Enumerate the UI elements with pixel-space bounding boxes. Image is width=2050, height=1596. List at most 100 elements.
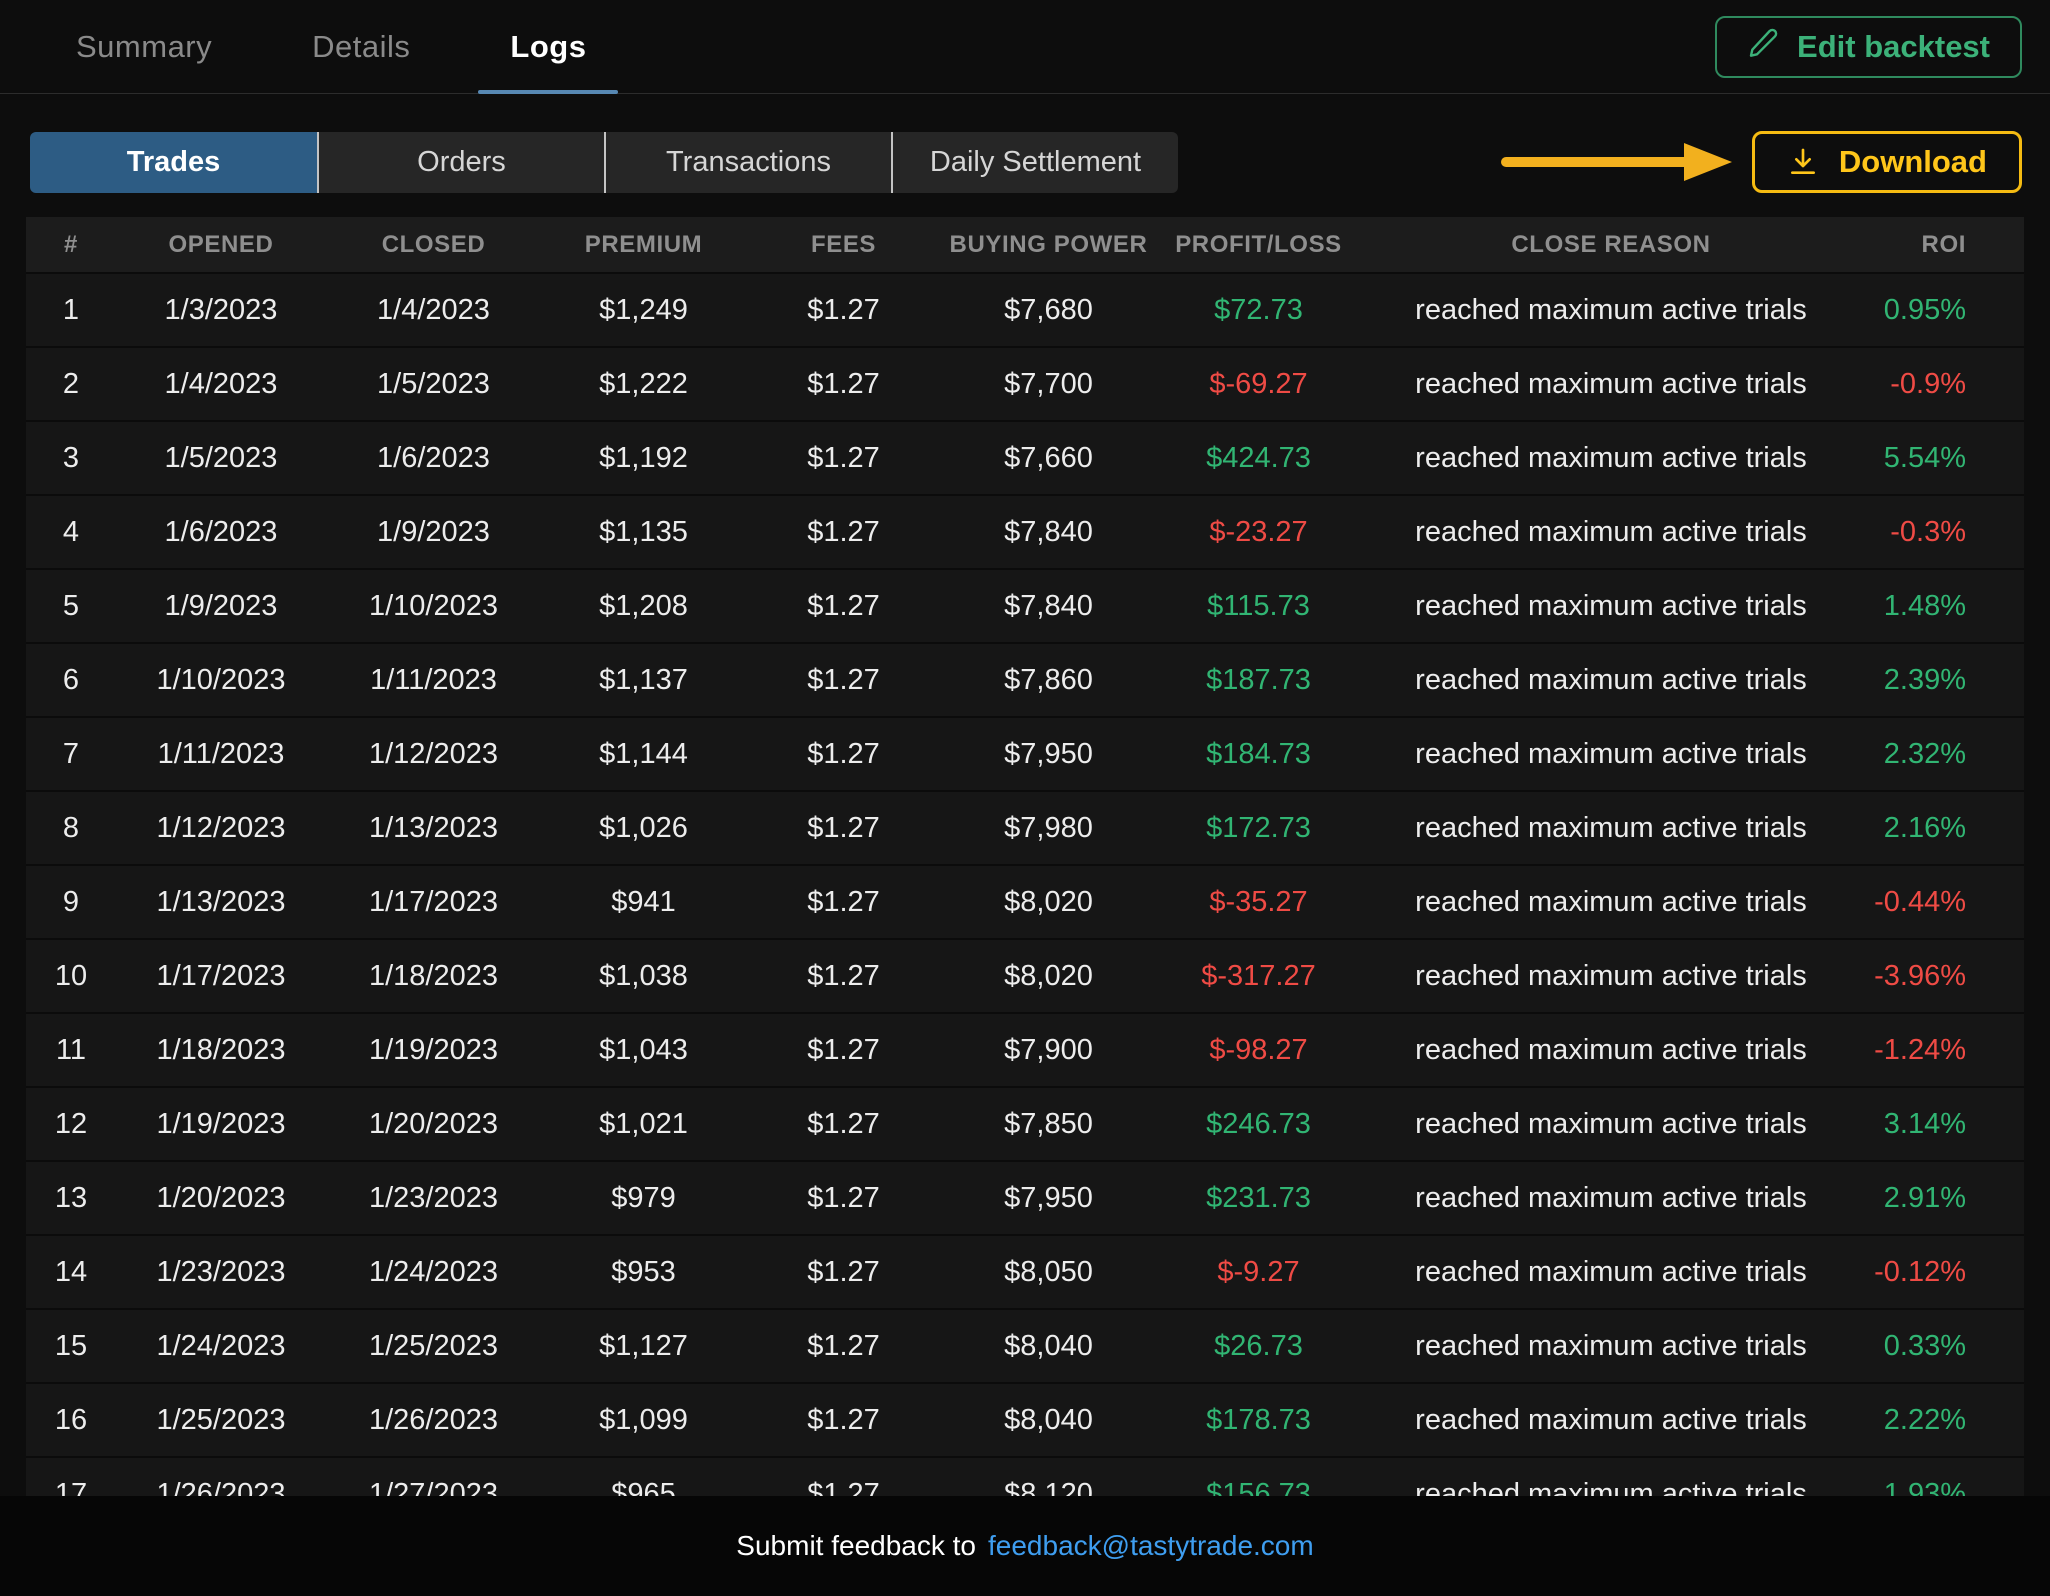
cell-profit-loss: $187.73 <box>1156 642 1361 717</box>
cell-close-reason: reached maximum active trials <box>1361 1234 1861 1309</box>
cell-buying-power: $7,680 <box>941 272 1156 347</box>
cell-premium: $1,208 <box>541 568 746 643</box>
cell-closed: 1/10/2023 <box>326 568 541 643</box>
cell-opened: 1/25/2023 <box>116 1382 326 1457</box>
cell-premium: $1,144 <box>541 716 746 791</box>
cell-roi: 2.32% <box>1861 716 2024 791</box>
tab-details[interactable]: Details <box>312 28 411 64</box>
cell-premium: $1,099 <box>541 1382 746 1457</box>
table-row: 7 1/11/2023 1/12/2023 $1,144 $1.27 $7,95… <box>26 716 2024 791</box>
cell-buying-power: $7,840 <box>941 568 1156 643</box>
edit-backtest-button[interactable]: Edit backtest <box>1715 15 2022 78</box>
cell-fees: $1.27 <box>746 642 941 717</box>
cell-opened: 1/24/2023 <box>116 1308 326 1383</box>
cell-premium: $1,026 <box>541 790 746 865</box>
col-header-fees: FEES <box>746 217 941 273</box>
cell-opened: 1/20/2023 <box>116 1160 326 1235</box>
cell-closed: 1/23/2023 <box>326 1160 541 1235</box>
cell-buying-power: $7,660 <box>941 420 1156 495</box>
col-header-profit-loss: PROFIT/LOSS <box>1156 217 1361 273</box>
cell-profit-loss: $26.73 <box>1156 1308 1361 1383</box>
cell-fees: $1.27 <box>746 716 941 791</box>
subtab-transactions[interactable]: Transactions <box>604 131 891 193</box>
cell-fees: $1.27 <box>746 568 941 643</box>
col-header-close-reason: CLOSE REASON <box>1361 217 1861 273</box>
cell-roi: 2.22% <box>1861 1382 2024 1457</box>
cell-number: 15 <box>26 1308 116 1383</box>
cell-closed: 1/24/2023 <box>326 1234 541 1309</box>
subtab-orders[interactable]: Orders <box>317 131 604 193</box>
cell-premium: $1,127 <box>541 1308 746 1383</box>
subtab-trades[interactable]: Trades <box>30 131 317 193</box>
cell-roi: 2.16% <box>1861 790 2024 865</box>
cell-profit-loss: $-23.27 <box>1156 494 1361 569</box>
feedback-email-link[interactable]: feedback@tastytrade.com <box>988 1530 1314 1561</box>
cell-roi: 0.95% <box>1861 272 2024 347</box>
cell-profit-loss: $156.73 <box>1156 1456 1361 1497</box>
trades-table-body: 1 1/3/2023 1/4/2023 $1,249 $1.27 $7,680 … <box>26 272 2024 1497</box>
cell-roi: 1.93% <box>1861 1456 2024 1497</box>
cell-fees: $1.27 <box>746 938 941 1013</box>
cell-closed: 1/17/2023 <box>326 864 541 939</box>
topbar: Summary Details Logs Edit backtest <box>0 0 2050 94</box>
cell-buying-power: $7,840 <box>941 494 1156 569</box>
cell-profit-loss: $-317.27 <box>1156 938 1361 1013</box>
cell-closed: 1/20/2023 <box>326 1086 541 1161</box>
cell-buying-power: $7,980 <box>941 790 1156 865</box>
cell-fees: $1.27 <box>746 1086 941 1161</box>
cell-close-reason: reached maximum active trials <box>1361 864 1861 939</box>
col-header-opened: OPENED <box>116 217 326 273</box>
cell-opened: 1/11/2023 <box>116 716 326 791</box>
cell-buying-power: $7,950 <box>941 716 1156 791</box>
cell-buying-power: $7,860 <box>941 642 1156 717</box>
table-row: 6 1/10/2023 1/11/2023 $1,137 $1.27 $7,86… <box>26 642 2024 717</box>
trades-table: # OPENED CLOSED PREMIUM FEES BUYING POWE… <box>26 217 2024 1497</box>
cell-close-reason: reached maximum active trials <box>1361 642 1861 717</box>
cell-opened: 1/26/2023 <box>116 1456 326 1497</box>
cell-profit-loss: $231.73 <box>1156 1160 1361 1235</box>
table-row: 13 1/20/2023 1/23/2023 $979 $1.27 $7,950… <box>26 1160 2024 1235</box>
table-row: 11 1/18/2023 1/19/2023 $1,043 $1.27 $7,9… <box>26 1012 2024 1087</box>
cell-opened: 1/17/2023 <box>116 938 326 1013</box>
cell-fees: $1.27 <box>746 1382 941 1457</box>
cell-number: 5 <box>26 568 116 643</box>
cell-number: 13 <box>26 1160 116 1235</box>
edit-backtest-label: Edit backtest <box>1797 28 1990 64</box>
cell-roi: -0.44% <box>1861 864 2024 939</box>
cell-opened: 1/19/2023 <box>116 1086 326 1161</box>
cell-premium: $953 <box>541 1234 746 1309</box>
cell-opened: 1/18/2023 <box>116 1012 326 1087</box>
cell-fees: $1.27 <box>746 1308 941 1383</box>
cell-opened: 1/9/2023 <box>116 568 326 643</box>
cell-profit-loss: $246.73 <box>1156 1086 1361 1161</box>
subtab-daily-settlement[interactable]: Daily Settlement <box>891 131 1178 193</box>
cell-close-reason: reached maximum active trials <box>1361 346 1861 421</box>
cell-closed: 1/11/2023 <box>326 642 541 717</box>
cell-profit-loss: $72.73 <box>1156 272 1361 347</box>
cell-buying-power: $8,120 <box>941 1456 1156 1497</box>
cell-number: 3 <box>26 420 116 495</box>
tab-logs[interactable]: Logs <box>478 0 619 94</box>
table-row: 14 1/23/2023 1/24/2023 $953 $1.27 $8,050… <box>26 1234 2024 1309</box>
cell-number: 7 <box>26 716 116 791</box>
tab-summary[interactable]: Summary <box>76 28 213 64</box>
cell-buying-power: $8,040 <box>941 1308 1156 1383</box>
cell-roi: 3.14% <box>1861 1086 2024 1161</box>
cell-closed: 1/6/2023 <box>326 420 541 495</box>
download-button[interactable]: Download <box>1751 131 2022 193</box>
cell-buying-power: $8,020 <box>941 864 1156 939</box>
download-label: Download <box>1838 144 1987 179</box>
cell-premium: $1,222 <box>541 346 746 421</box>
cell-closed: 1/18/2023 <box>326 938 541 1013</box>
cell-opened: 1/12/2023 <box>116 790 326 865</box>
pencil-icon <box>1747 27 1779 67</box>
cell-number: 9 <box>26 864 116 939</box>
cell-close-reason: reached maximum active trials <box>1361 790 1861 865</box>
cell-number: 2 <box>26 346 116 421</box>
logs-toolbar: Trades Orders Transactions Daily Settlem… <box>0 131 2050 193</box>
cell-opened: 1/6/2023 <box>116 494 326 569</box>
cell-premium: $1,043 <box>541 1012 746 1087</box>
cell-closed: 1/25/2023 <box>326 1308 541 1383</box>
cell-close-reason: reached maximum active trials <box>1361 1160 1861 1235</box>
